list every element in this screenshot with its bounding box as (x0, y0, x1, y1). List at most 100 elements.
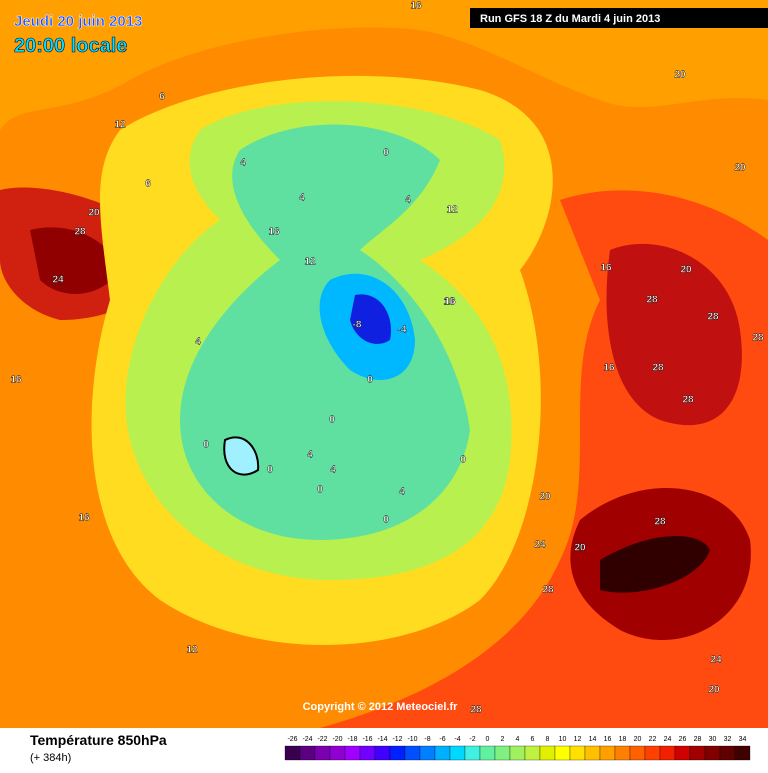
legend-swatch (599, 745, 616, 761)
legend-label: 32 (724, 736, 732, 743)
contour-label: 20 (680, 265, 692, 276)
contour-label: 28 (752, 333, 764, 344)
contour-label: 0 (267, 465, 273, 476)
legend-label: 8 (546, 736, 550, 743)
legend-label: -18 (347, 736, 357, 743)
contour-label: 0 (317, 485, 323, 496)
legend-swatch (734, 745, 751, 761)
contour-label: 28 (542, 585, 554, 596)
contour-label: 28 (646, 295, 658, 306)
legend-swatch (719, 745, 736, 761)
legend-label: -22 (317, 736, 327, 743)
legend-label: 0 (486, 736, 490, 743)
legend-label: -14 (377, 736, 387, 743)
legend-swatch (359, 745, 376, 761)
legend-swatch (689, 745, 706, 761)
contour-label: 0 (367, 375, 373, 386)
contour-label: 28 (470, 705, 482, 716)
contour-label: 28 (652, 363, 664, 374)
legend-label: -2 (469, 736, 475, 743)
legend-label: 34 (739, 736, 747, 743)
legend-swatch (404, 745, 421, 761)
legend-label: -20 (332, 736, 342, 743)
contour-label: 4 (330, 465, 336, 476)
contour-label: -4 (398, 325, 407, 336)
legend-label: -6 (439, 736, 445, 743)
legend-swatch (659, 745, 676, 761)
contour-label: 24 (710, 655, 722, 666)
very-hot-zone (606, 243, 742, 426)
legend-label: 16 (604, 736, 612, 743)
legend-swatch (509, 745, 526, 761)
legend-label: -4 (454, 736, 460, 743)
contour-label: 0 (383, 148, 389, 159)
legend-label: 24 (664, 736, 672, 743)
legend-label: 14 (589, 736, 597, 743)
contour-label: 16 (603, 363, 615, 374)
legend-swatch (389, 745, 406, 761)
legend-swatch (584, 745, 601, 761)
legend-label: 30 (709, 736, 717, 743)
legend-label: -26 (287, 736, 297, 743)
contour-label: 4 (307, 450, 313, 461)
contour-label: -8 (353, 320, 362, 331)
footer-title: Température 850hPa (30, 732, 167, 748)
contour-label: 4 (399, 487, 405, 498)
legend-swatch (539, 745, 556, 761)
contour-label: 4 (240, 158, 246, 169)
legend-label: 18 (619, 736, 627, 743)
legend-swatch (674, 745, 691, 761)
copyright: Copyright © 2012 Meteociel.fr (303, 701, 459, 713)
contour-label: 16 (78, 513, 90, 524)
legend-label: -16 (362, 736, 372, 743)
legend-swatch (284, 745, 301, 761)
legend-label: -12 (392, 736, 402, 743)
contour-label: 0 (383, 515, 389, 526)
contour-label: 16 (10, 375, 22, 386)
legend-label: 6 (531, 736, 535, 743)
legend-label: -10 (407, 736, 417, 743)
legend-label: 26 (679, 736, 687, 743)
legend-swatch (374, 745, 391, 761)
legend-label: 4 (516, 736, 520, 743)
legend-swatch (314, 745, 331, 761)
legend-swatch (494, 745, 511, 761)
legend-swatch (614, 745, 631, 761)
legend-swatch (554, 745, 571, 761)
legend-label: 20 (634, 736, 642, 743)
date-title: Jeudi 20 juin 2013 (14, 13, 142, 30)
legend-swatch (524, 745, 541, 761)
contour-label: 24 (52, 275, 64, 286)
legend-label: 2 (501, 736, 505, 743)
contour-label: 6 (159, 92, 165, 103)
extreme-zone (600, 536, 710, 593)
time-title: 20:00 locale (14, 35, 127, 57)
contour-label: 0 (460, 455, 466, 466)
legend-swatch (704, 745, 721, 761)
contour-label: 20 (539, 492, 551, 503)
legend-label: 10 (559, 736, 567, 743)
run-info: Run GFS 18 Z du Mardi 4 juin 2013 (480, 13, 660, 25)
contour-label: 24 (534, 540, 546, 551)
contour-label: 4 (299, 193, 305, 204)
legend-label: -24 (302, 736, 312, 743)
legend-label: 12 (574, 736, 582, 743)
contour-label: 12 (186, 645, 198, 656)
contour-label: 20 (574, 543, 586, 554)
legend-swatch (479, 745, 496, 761)
frigid-zone (350, 294, 391, 344)
legend-swatch (419, 745, 436, 761)
contour-label: 28 (682, 395, 694, 406)
contour-label: 4 (405, 195, 411, 206)
contour-label: 0 (329, 415, 335, 426)
legend-swatch (344, 745, 361, 761)
run-box (470, 8, 768, 28)
legend-swatch (464, 745, 481, 761)
contour-label: 20 (574, 543, 586, 554)
legend-swatch (434, 745, 451, 761)
contour-label: 6 (145, 179, 151, 190)
contour-label: 16 (410, 1, 422, 12)
legend-swatch (329, 745, 346, 761)
